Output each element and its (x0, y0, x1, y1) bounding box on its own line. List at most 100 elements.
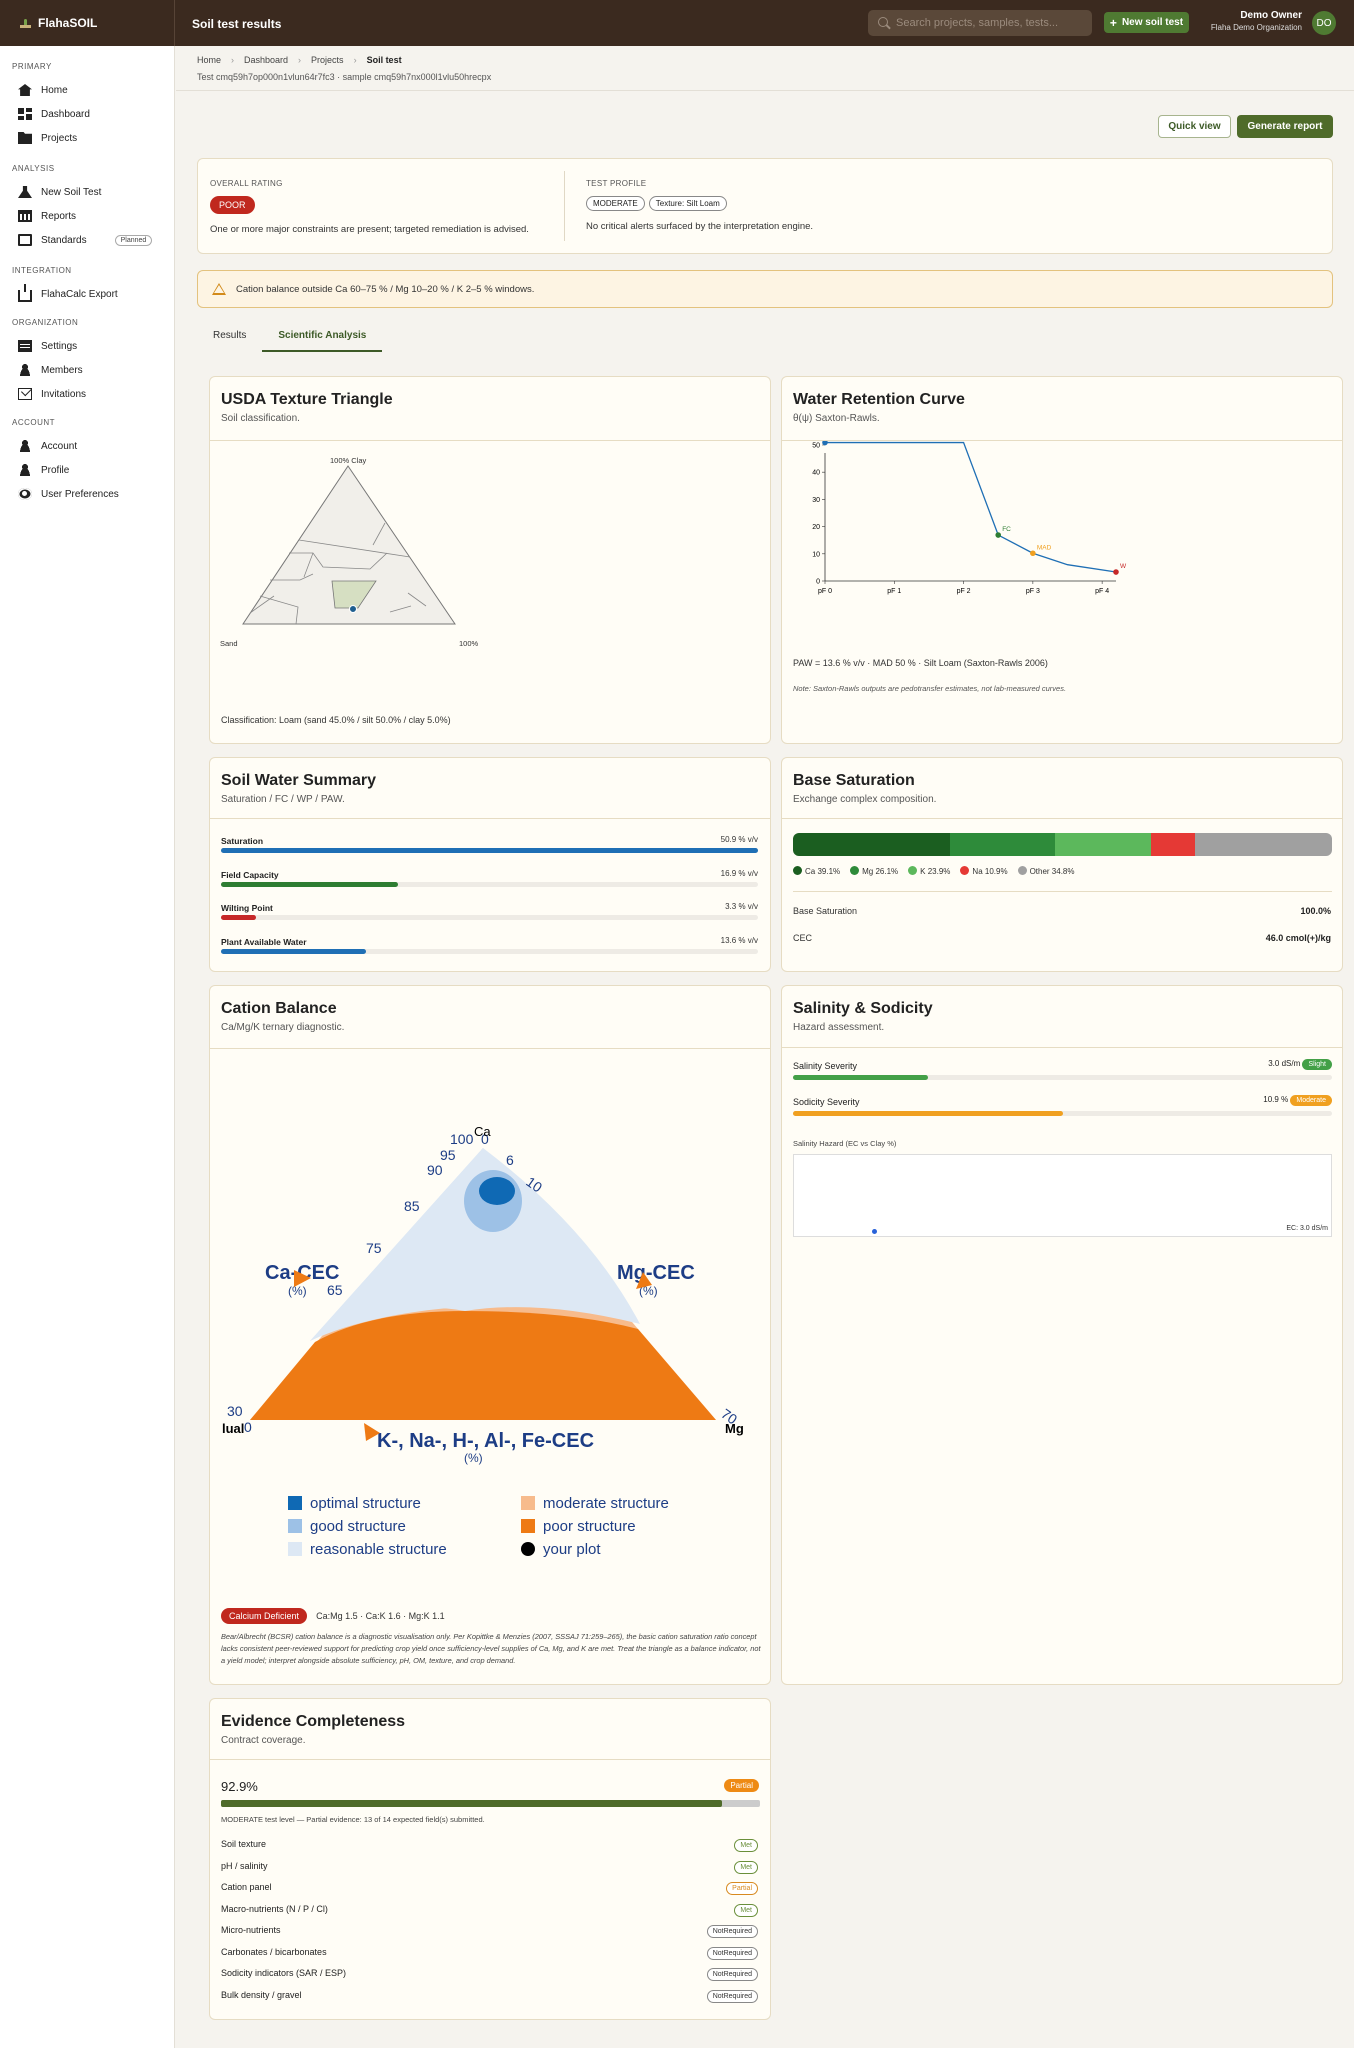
meter-fill (793, 1075, 928, 1080)
y-tick-label: 40 (812, 470, 820, 477)
soil-plot-point (349, 605, 357, 613)
legend-swatch (288, 1542, 302, 1556)
meter-label: Saturation (221, 836, 264, 846)
cation-left-tick: 30 (227, 1403, 243, 1419)
moderate-badge: Moderate (1290, 1095, 1332, 1106)
planned-badge: Planned (114, 234, 153, 246)
breadcrumb-current: Soil test (366, 55, 402, 65)
sidebar-item-settings[interactable]: Settings (18, 338, 77, 354)
brand[interactable]: FlahaSOIL (0, 0, 175, 46)
evidence-status-badge: Met (734, 1903, 758, 1917)
sidebar-item-label: FlahaCalc Export (41, 288, 118, 300)
base-legend-item: Na 10.9% (960, 866, 1008, 876)
evidence-label: Soil texture (221, 1839, 267, 1849)
top-bar: FlahaSOIL Soil test results Search proje… (0, 0, 1354, 46)
cec-label: CEC (793, 933, 813, 943)
reasonable-region-2 (310, 1148, 640, 1341)
new-soil-test-button[interactable]: + New soil test (1104, 12, 1189, 33)
search-input[interactable]: Search projects, samples, tests... (868, 10, 1092, 36)
sidebar-item-dashboard[interactable]: Dashboard (18, 106, 90, 122)
generate-report-button[interactable]: Generate report (1237, 115, 1333, 138)
evidence-row: Bulk density / gravel NotRequired (221, 1989, 758, 2006)
breadcrumb-projects[interactable]: Projects (311, 55, 344, 65)
base-saturation-card: Base Saturation Exchange complex composi… (781, 757, 1343, 972)
alert-text: Cation balance outside Ca 60–75 % / Mg 1… (236, 283, 535, 295)
texture-class-lines (249, 522, 427, 625)
sidebar-section-primary: PRIMARY (12, 62, 52, 71)
overall-rating-label: OVERALL RATING (210, 179, 283, 188)
base-saturation-value: 100.0% (1300, 906, 1331, 916)
brand-name: FlahaSOIL (38, 16, 98, 30)
card-divider (782, 440, 1342, 441)
texture-triangle (242, 465, 456, 625)
evidence-row: Cation panel Partial (221, 1882, 758, 1898)
left-corner-label: lual (222, 1421, 244, 1436)
cation-subtitle: Ca/Mg/K ternary diagnostic. (221, 1022, 345, 1033)
cation-alert: Cation balance outside Ca 60–75 % / Mg 1… (197, 270, 1333, 308)
card-divider (210, 1759, 770, 1760)
sidebar-item-projects[interactable]: Projects (18, 130, 77, 146)
legend-label: reasonable structure (310, 1541, 447, 1558)
home-icon (18, 84, 32, 96)
sidebar-item-home[interactable]: Home (18, 82, 68, 98)
base-legend-item: Other 34.8% (1017, 866, 1074, 876)
rating-panel: OVERALL RATING POOR One or more major co… (197, 158, 1333, 254)
ca-corner-label: Ca (474, 1124, 491, 1139)
quick-view-button[interactable]: Quick view (1158, 115, 1231, 138)
sidebar-item-standards[interactable]: Standards Planned (18, 232, 153, 248)
search-placeholder: Search projects, samples, tests... (896, 17, 1059, 29)
base-segment (950, 833, 1056, 856)
slight-badge: Slight (1302, 1059, 1332, 1070)
sidebar-item-new-soil-test[interactable]: New Soil Test (18, 184, 101, 200)
user-info[interactable]: Demo Owner Flaha Demo Organization (1150, 10, 1302, 32)
tab-results[interactable]: Results (213, 330, 247, 341)
evidence-row: Soil texture Met (221, 1839, 758, 1855)
meter-fill (221, 882, 399, 887)
avatar[interactable]: DO (1312, 11, 1336, 35)
warning-icon (212, 283, 226, 295)
evidence-subtitle: Contract coverage. (221, 1735, 306, 1746)
gear-icon (18, 488, 32, 500)
export-icon (18, 284, 32, 302)
sodicity-severity-row: Sodicity Severity 10.9 % Moderate (793, 1095, 1332, 1116)
base-saturation-label: Base Saturation (793, 906, 858, 916)
evidence-label: Macro-nutrients (N / P / Cl) (221, 1903, 328, 1914)
sidebar-item-profile[interactable]: Profile (18, 462, 69, 478)
sodicity-value: 10.9 % (1263, 1095, 1289, 1104)
retention-title: Water Retention Curve (793, 391, 965, 408)
tab-scientific-analysis[interactable]: Scientific Analysis (262, 322, 383, 352)
breadcrumb-home[interactable]: Home (197, 55, 222, 65)
evidence-label: pH / salinity (221, 1860, 268, 1871)
breadcrumb-dashboard[interactable]: Dashboard (244, 55, 289, 65)
sidebar-item-label: Projects (41, 132, 78, 144)
sidebar-item-account[interactable]: Account (18, 438, 77, 454)
evidence-label: Cation panel (221, 1882, 272, 1892)
cation-left-tick: 85 (404, 1198, 420, 1214)
evidence-status-badge: NotRequired (706, 1989, 758, 2003)
meter-label: Plant Available Water (221, 937, 307, 947)
sidebar-item-members[interactable]: Members (18, 362, 83, 378)
sidebar-item-label: Dashboard (41, 108, 90, 120)
sidebar-item-label: User Preferences (41, 488, 119, 500)
test-profile-label: TEST PROFILE (586, 179, 647, 188)
base-legend-item: Mg 26.1% (850, 866, 898, 876)
cation-card: Cation Balance Ca/Mg/K ternary diagnosti… (209, 985, 771, 1685)
sidebar-item-invitations[interactable]: Invitations (18, 386, 86, 402)
sidebar-item-reports[interactable]: Reports (18, 208, 76, 224)
retention-note: Note: Saxton-Rawls outputs are pedotrans… (793, 684, 1067, 693)
sidebar-item-label: Standards (41, 234, 87, 246)
paw-summary: PAW = 13.6 % v/v · MAD 50 % · Silt Loam … (793, 658, 1048, 668)
flask-icon (18, 186, 32, 198)
rating-description: One or more major constraints are presen… (210, 224, 529, 235)
evidence-label: Sodicity indicators (SAR / ESP) (221, 1968, 347, 1978)
sand-corner-label: Sand (220, 639, 238, 648)
sidebar-item-flahacalc-export[interactable]: FlahaCalc Export (18, 284, 118, 302)
building-icon (18, 340, 32, 352)
meter-fill (221, 848, 758, 853)
retention-point (1030, 550, 1036, 557)
sidebar-item-user-preferences[interactable]: User Preferences (18, 486, 119, 502)
card-divider (782, 1047, 1342, 1048)
sidebar-item-label: Account (41, 440, 78, 452)
meter-value: 13.6 % v/v (720, 936, 758, 945)
